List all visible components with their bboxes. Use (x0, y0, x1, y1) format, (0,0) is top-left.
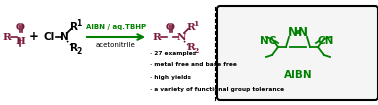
Text: · 27 examples: · 27 examples (150, 51, 196, 56)
Text: N: N (176, 33, 186, 41)
Text: 2: 2 (76, 47, 82, 56)
Text: N: N (288, 26, 298, 39)
Text: R: R (187, 43, 195, 52)
Text: AIBN: AIBN (284, 70, 312, 80)
Text: acetonitrile: acetonitrile (96, 42, 136, 48)
Text: AIBN / aq.TBHP: AIBN / aq.TBHP (86, 24, 146, 30)
Text: N: N (60, 32, 68, 42)
Text: · metal free and base free: · metal free and base free (150, 62, 237, 68)
Text: O: O (15, 24, 25, 33)
Text: CN: CN (318, 36, 334, 46)
Text: O: O (166, 24, 175, 33)
Text: · high yields: · high yields (150, 75, 191, 79)
Text: +: + (29, 30, 39, 43)
Text: R: R (70, 22, 78, 32)
Text: R: R (187, 22, 195, 32)
Text: N: N (298, 26, 308, 39)
Text: 1: 1 (193, 20, 199, 28)
Text: · a variety of functional group tolerance: · a variety of functional group toleranc… (150, 87, 284, 91)
Text: H: H (15, 37, 25, 47)
Text: Cl: Cl (43, 32, 55, 42)
Text: R: R (70, 43, 78, 53)
Text: 2: 2 (194, 47, 198, 55)
FancyBboxPatch shape (217, 6, 378, 100)
Text: R: R (153, 33, 161, 41)
Text: 1: 1 (76, 20, 82, 28)
Text: R: R (3, 33, 11, 41)
Text: NC: NC (260, 36, 276, 46)
